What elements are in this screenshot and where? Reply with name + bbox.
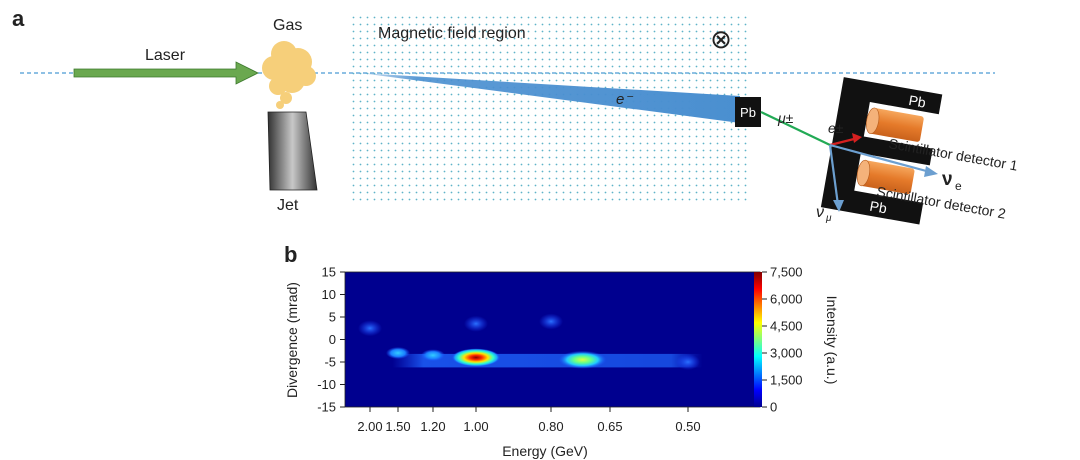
y-tick-label: 0 [329, 332, 336, 347]
muon-label: μ± [777, 110, 794, 126]
heatmap-hotspot-4 [358, 320, 382, 337]
y-tick-label: -15 [317, 400, 336, 415]
heatmap-hotspots [358, 313, 703, 370]
y-tick-label: 10 [322, 287, 336, 302]
electron-neutrino-subscript: e [955, 179, 962, 193]
x-axis-label: Energy (GeV) [502, 443, 588, 459]
y-tick-label: -10 [317, 377, 336, 392]
heatmap-hotspot-7 [676, 354, 700, 370]
gas-jet-nozzle-icon [267, 111, 318, 191]
y-tick-label: 15 [322, 265, 336, 280]
lead-shield: Pb Pb [820, 77, 943, 225]
y-tick-label: 5 [329, 310, 336, 325]
laser-label: Laser [145, 47, 186, 64]
colorbar-tick-label: 3,000 [770, 346, 803, 361]
colorbar-ticks: 7,500 6,000 4,500 3,000 1,500 0 [762, 265, 803, 415]
colorbar-tick-label: 1,500 [770, 373, 803, 388]
scintillator-detector-1-icon [866, 107, 924, 142]
panel-b-letter: b [284, 242, 297, 267]
pb-converter-label: Pb [740, 105, 756, 120]
heatmap-hotspot-1 [558, 350, 607, 369]
x-tick-label: 1.20 [420, 419, 445, 434]
y-axis-label: Divergence (mrad) [284, 282, 300, 398]
x-tick-label: 0.80 [538, 419, 563, 434]
magnetic-field-label: Magnetic field region [378, 25, 526, 42]
scintillator-detector-2-icon [856, 159, 915, 195]
x-tick-label: 1.00 [463, 419, 488, 434]
laser-arrow-icon [73, 61, 259, 85]
jet-label: Jet [277, 197, 299, 214]
colorbar-tick-label: 0 [770, 400, 777, 415]
x-axis-ticks: 2.00 1.50 1.20 1.00 0.80 0.65 0.50 [357, 407, 701, 434]
muon-neutrino-arrow [828, 144, 840, 206]
colorbar-tick-label: 6,000 [770, 292, 803, 307]
positron-arrowhead-icon [852, 133, 862, 143]
positron-label: e± [828, 120, 844, 136]
panel-a-letter: a [12, 6, 25, 31]
electron-neutrino-arrowhead-icon [924, 166, 938, 177]
heatmap-hotspot-5 [464, 315, 488, 332]
x-tick-label: 0.65 [597, 419, 622, 434]
muon-path [760, 111, 831, 146]
gas-label: Gas [273, 17, 302, 34]
electron-neutrino-arrow [829, 143, 931, 174]
electron-neutrino-symbol: ν [942, 169, 953, 190]
x-tick-label: 1.50 [385, 419, 410, 434]
heatmap-hotspot-3 [386, 347, 410, 359]
y-tick-label: -5 [324, 355, 336, 370]
pb-converter-block [735, 97, 761, 127]
muon-neutrino-arrowhead-icon [833, 200, 844, 212]
heatmap-plot [344, 271, 761, 408]
heatmap-hotspot-6 [539, 313, 563, 330]
heatmap-hotspot-0 [452, 348, 500, 367]
y-axis-ticks: 15 10 5 0 -5 -10 -15 [317, 265, 345, 415]
heatmap-background [345, 272, 760, 407]
colorbar-tick-label: 7,500 [770, 265, 803, 280]
x-tick-label: 2.00 [357, 419, 382, 434]
electron-beam [360, 73, 740, 123]
muon-neutrino-symbol: ν [816, 204, 824, 221]
muon-neutrino-subscript: μ [825, 213, 832, 224]
shield-top-label: Pb [907, 92, 927, 111]
gas-cloud-icon [262, 41, 316, 109]
colorbar [754, 272, 762, 407]
colorbar-label: Intensity (a.u.) [824, 296, 840, 385]
electron-label: e⁻ [616, 91, 633, 108]
x-tick-label: 0.50 [675, 419, 700, 434]
field-into-page-icon: ⊗ [710, 24, 732, 54]
heatmap-hotspot-2 [421, 349, 445, 362]
shield-bottom-label: Pb [868, 198, 888, 217]
colorbar-tick-label: 4,500 [770, 319, 803, 334]
